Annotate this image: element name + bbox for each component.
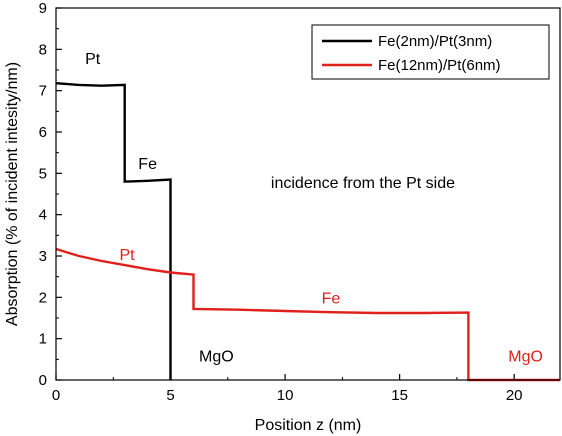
annotation-label: incidence from the Pt side [271,175,455,192]
legend-box [311,24,550,80]
y-tick-label: 9 [39,0,47,17]
x-axis-title: Position z (nm) [255,417,362,434]
y-tick-label: 4 [39,207,47,224]
plot-content [55,82,560,382]
y-axis-title: Absorption (% of incident intesity/nm) [4,62,21,326]
x-tick-label: 10 [277,387,294,404]
annotation-label: MgO [199,348,234,365]
series-line-2 [55,247,560,382]
y-tick-label: 8 [39,41,47,58]
y-tick-label: 1 [39,331,47,348]
y-tick-label: 5 [39,165,47,182]
y-tick-label: 7 [39,83,47,100]
x-tick-label: 5 [166,387,174,404]
annotation-label: Pt [119,247,135,264]
annotation-label: Pt [85,51,101,68]
legend: Fe(2nm)/Pt(3nm) Fe(12nm)/Pt(6nm) [311,24,550,80]
x-tick-label: 15 [391,387,408,404]
series-line-1 [55,82,172,380]
y-tick-label: 0 [39,372,47,389]
y-axis: 0 1 2 3 4 5 6 7 8 9 [39,0,62,389]
annotations: Pt Fe incidence from the Pt side Pt Fe MgO MgO [85,51,543,366]
x-tick-label: 20 [506,387,523,404]
y-tick-label: 2 [39,289,47,306]
annotation-label: Fe [138,156,157,173]
y-tick-label: 6 [39,124,47,141]
annotation-label: MgO [508,348,543,365]
y-tick-label: 3 [39,248,47,265]
legend-label-1: Fe(2nm)/Pt(3nm) [378,33,492,50]
legend-label-2: Fe(12nm)/Pt(6nm) [378,57,501,74]
x-tick-label: 0 [52,387,60,404]
annotation-label: Fe [322,291,341,308]
x-axis: 0 5 10 15 20 [52,374,523,404]
